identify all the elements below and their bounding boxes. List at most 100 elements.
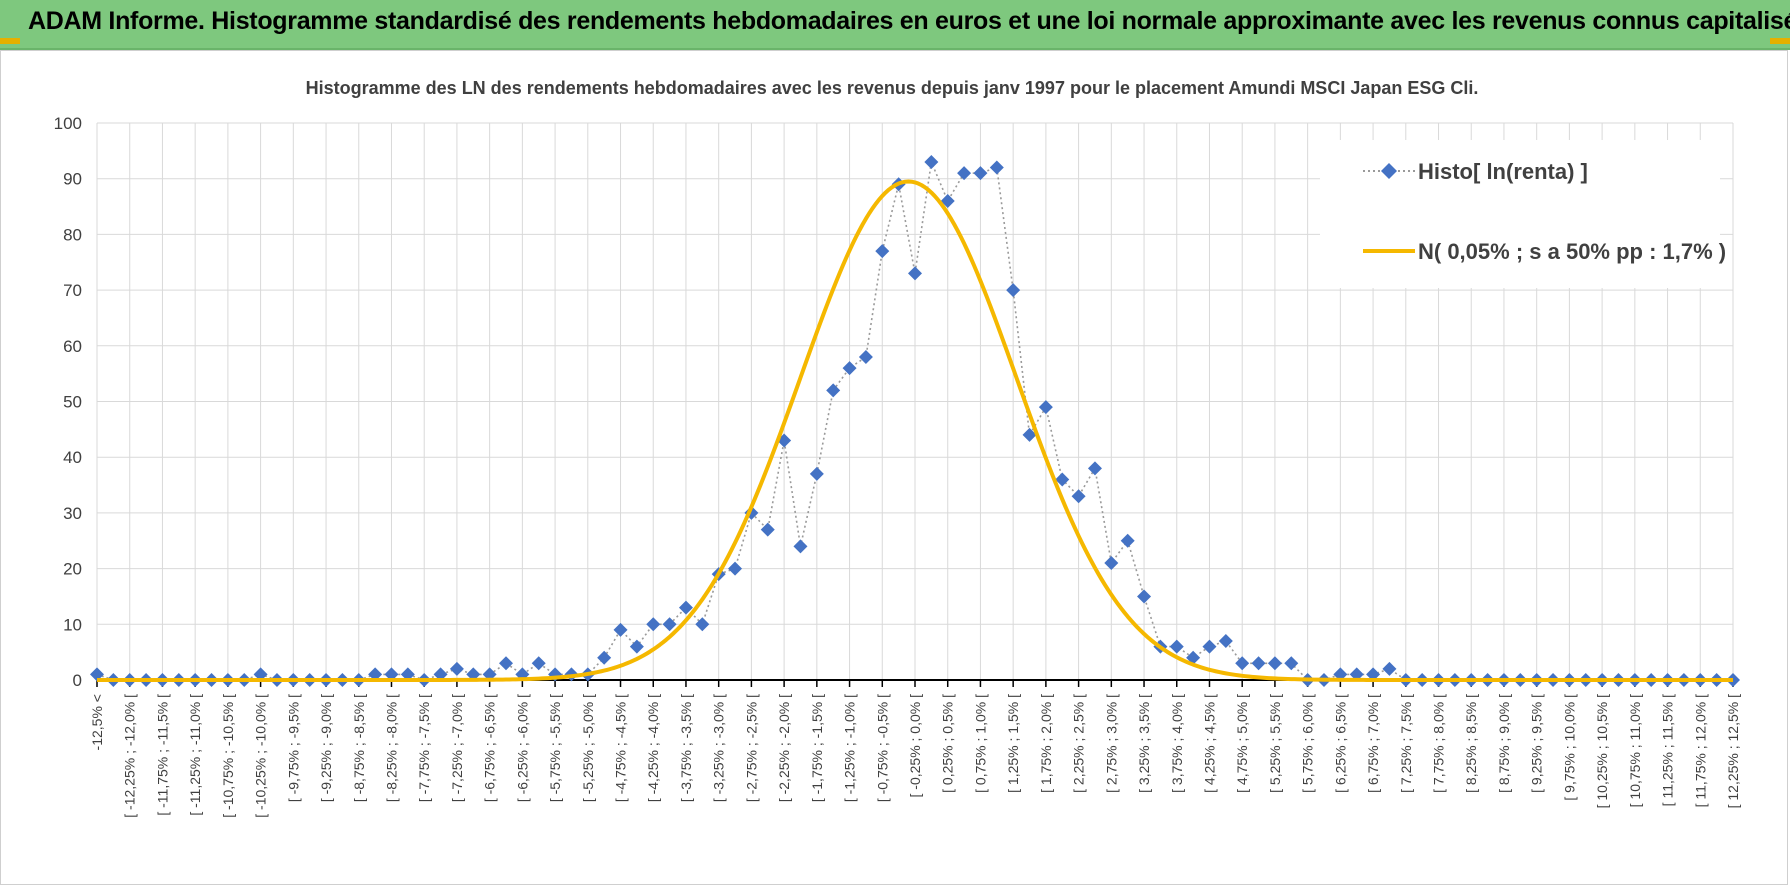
histo-point xyxy=(940,193,955,208)
x-tick-label: [ 3,75% ; 4,0% [ xyxy=(1169,694,1185,793)
x-tick-label: [ -9,75% ; -9,5% [ xyxy=(285,694,301,802)
x-tick-label: [ 8,25% ; 8,5% [ xyxy=(1463,694,1479,793)
x-tick-label: [ -7,75% ; -7,5% [ xyxy=(416,694,432,802)
histo-point xyxy=(1087,461,1102,476)
chart-legend: Histo[ ln(renta) ] N( 0,05% ; s a 50% pp… xyxy=(1320,140,1726,288)
histo-point xyxy=(695,617,710,632)
histo-point xyxy=(1202,639,1217,654)
x-tick-label: [ -10,75% ; -10,5% [ xyxy=(220,694,236,818)
histo-point xyxy=(760,522,775,537)
x-tick-label: [ -6,25% ; -6,0% [ xyxy=(514,694,530,802)
histo-point xyxy=(1038,400,1053,415)
histo-point xyxy=(1267,656,1282,671)
histo-point xyxy=(1120,533,1135,548)
histo-point xyxy=(973,166,988,181)
y-tick-label: 30 xyxy=(63,504,82,523)
histo-point xyxy=(90,667,104,682)
x-tick-label: [ -1,75% ; -1,5% [ xyxy=(809,694,825,802)
y-tick-label: 10 xyxy=(63,615,82,634)
x-tick-label: [ 6,75% ; 7,0% [ xyxy=(1365,694,1381,793)
x-tick-label: [ 10,75% ; 11,0% [ xyxy=(1627,694,1643,807)
histo-point xyxy=(1104,556,1119,571)
x-tick-label: [ -1,25% ; -1,0% [ xyxy=(842,694,858,802)
histo-point xyxy=(1055,472,1070,487)
x-tick-label: [ -8,25% ; -8,0% [ xyxy=(383,694,399,802)
x-tick-label: [ -5,75% ; -5,5% [ xyxy=(547,694,563,802)
x-tick-label: [ 7,75% ; 8,0% [ xyxy=(1431,694,1447,793)
histo-point xyxy=(629,639,644,654)
x-tick-label: [ 2,25% ; 2,5% [ xyxy=(1071,694,1087,793)
x-tick-label: [ -0,75% ; -0,5% [ xyxy=(874,694,890,802)
x-tick-label: [ -10,25% ; -10,0% [ xyxy=(253,694,269,818)
x-tick-label: [ 4,75% ; 5,0% [ xyxy=(1234,694,1250,793)
histo-point xyxy=(1382,661,1397,676)
x-tick-label: [ 0,75% ; 1,0% [ xyxy=(972,694,988,793)
y-tick-label: 80 xyxy=(63,225,82,244)
chart-grid xyxy=(96,122,1734,680)
title-banner: ADAM Informe. Histogramme standardisé de… xyxy=(0,0,1790,50)
x-tick-label: [ -7,25% ; -7,0% [ xyxy=(449,694,465,802)
y-tick-label: 100 xyxy=(54,114,82,133)
x-tick-label: [ -6,75% ; -6,5% [ xyxy=(482,694,498,802)
chart-title: Histogramme des LN des rendements hebdom… xyxy=(306,78,1479,98)
x-tick-label: [ -2,75% ; -2,5% [ xyxy=(743,694,759,802)
y-tick-label: 70 xyxy=(63,281,82,300)
x-tick-label: [ 1,25% ; 1,5% [ xyxy=(1005,694,1021,793)
histo-point xyxy=(1218,634,1233,649)
x-tick-label: [ -5,25% ; -5,0% [ xyxy=(580,694,596,802)
x-tick-label: [ -11,25% ; -11,0% [ xyxy=(187,694,203,816)
y-tick-label: 20 xyxy=(63,560,82,579)
histo-point xyxy=(1006,283,1021,298)
histo-point xyxy=(826,383,841,398)
histo-point xyxy=(597,650,612,665)
histo-point xyxy=(433,667,448,682)
x-tick-label: [ -11,75% ; -11,5% [ xyxy=(154,694,170,816)
histo-point xyxy=(384,667,399,682)
histo-point xyxy=(908,266,922,281)
legend-normal-label: N( 0,05% ; s a 50% pp : 1,7% ) xyxy=(1418,239,1726,264)
x-tick-label: -12,5% < xyxy=(89,694,105,750)
x-tick-label: [ -3,75% ; -3,5% [ xyxy=(678,694,694,802)
x-tick-label: [ -4,75% ; -4,5% [ xyxy=(613,694,629,802)
histo-point xyxy=(646,617,661,632)
histo-line xyxy=(96,159,1733,681)
chart-frame xyxy=(0,50,1788,885)
x-tick-label: [ 1,75% ; 2,0% [ xyxy=(1038,694,1054,793)
histo-point xyxy=(253,667,268,682)
histo-point xyxy=(1366,667,1381,682)
x-tick-label: [ 10,25% ; 10,5% [ xyxy=(1594,694,1610,809)
histo-point xyxy=(449,661,464,676)
y-tick-label: 50 xyxy=(63,393,82,412)
y-tick-label: 90 xyxy=(63,170,82,189)
y-tick-label: 40 xyxy=(63,448,82,467)
normal-curve xyxy=(97,179,1733,682)
y-axis-ticks: 0 10 20 30 40 50 60 70 80 90 100 xyxy=(54,114,82,690)
x-tick-label: [ 11,25% ; 11,5% [ xyxy=(1660,694,1676,806)
histo-point xyxy=(1071,489,1086,504)
histo-point xyxy=(531,656,546,671)
series-normal xyxy=(97,179,1733,682)
y-tick-label: 60 xyxy=(63,337,82,356)
histo-point xyxy=(1284,656,1299,671)
x-tick-label: [ -3,25% ; -3,0% [ xyxy=(711,694,727,802)
histo-point xyxy=(613,622,628,637)
x-tick-label: [ 8,75% ; 9,0% [ xyxy=(1496,694,1512,793)
legend-histo-label: Histo[ ln(renta) ] xyxy=(1418,159,1588,184)
histo-point xyxy=(875,244,890,259)
x-tick-label: [ 12,25% ; 12,5% [ xyxy=(1725,694,1741,809)
histo-point xyxy=(1235,656,1250,671)
x-axis-ticks: -12,5% < [ -12,25% ; -12,0% [ [ -11,75% ; … xyxy=(89,694,1741,818)
x-tick-label: [ -2,25% ; -2,0% [ xyxy=(776,694,792,802)
x-tick-label: [ 2,75% ; 3,0% [ xyxy=(1103,694,1119,793)
histo-point xyxy=(1137,589,1152,604)
histo-point xyxy=(793,539,808,554)
x-tick-label: [ 4,25% ; 4,5% [ xyxy=(1201,694,1217,793)
histo-point xyxy=(1251,656,1266,671)
x-tick-label: [ -12,25% ; -12,0% [ xyxy=(122,694,138,818)
x-tick-label: [ 7,25% ; 7,5% [ xyxy=(1398,694,1414,793)
x-tick-label: [ 6,25% ; 6,5% [ xyxy=(1332,694,1348,793)
histo-point xyxy=(989,160,1004,175)
x-tick-label: [ -9,25% ; -9,0% [ xyxy=(318,694,334,802)
legend-background xyxy=(1320,140,1720,288)
